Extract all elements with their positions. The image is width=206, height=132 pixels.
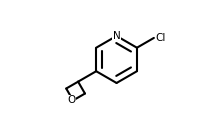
Text: O: O <box>67 95 75 105</box>
Text: N: N <box>112 31 120 41</box>
Text: Cl: Cl <box>155 33 165 43</box>
